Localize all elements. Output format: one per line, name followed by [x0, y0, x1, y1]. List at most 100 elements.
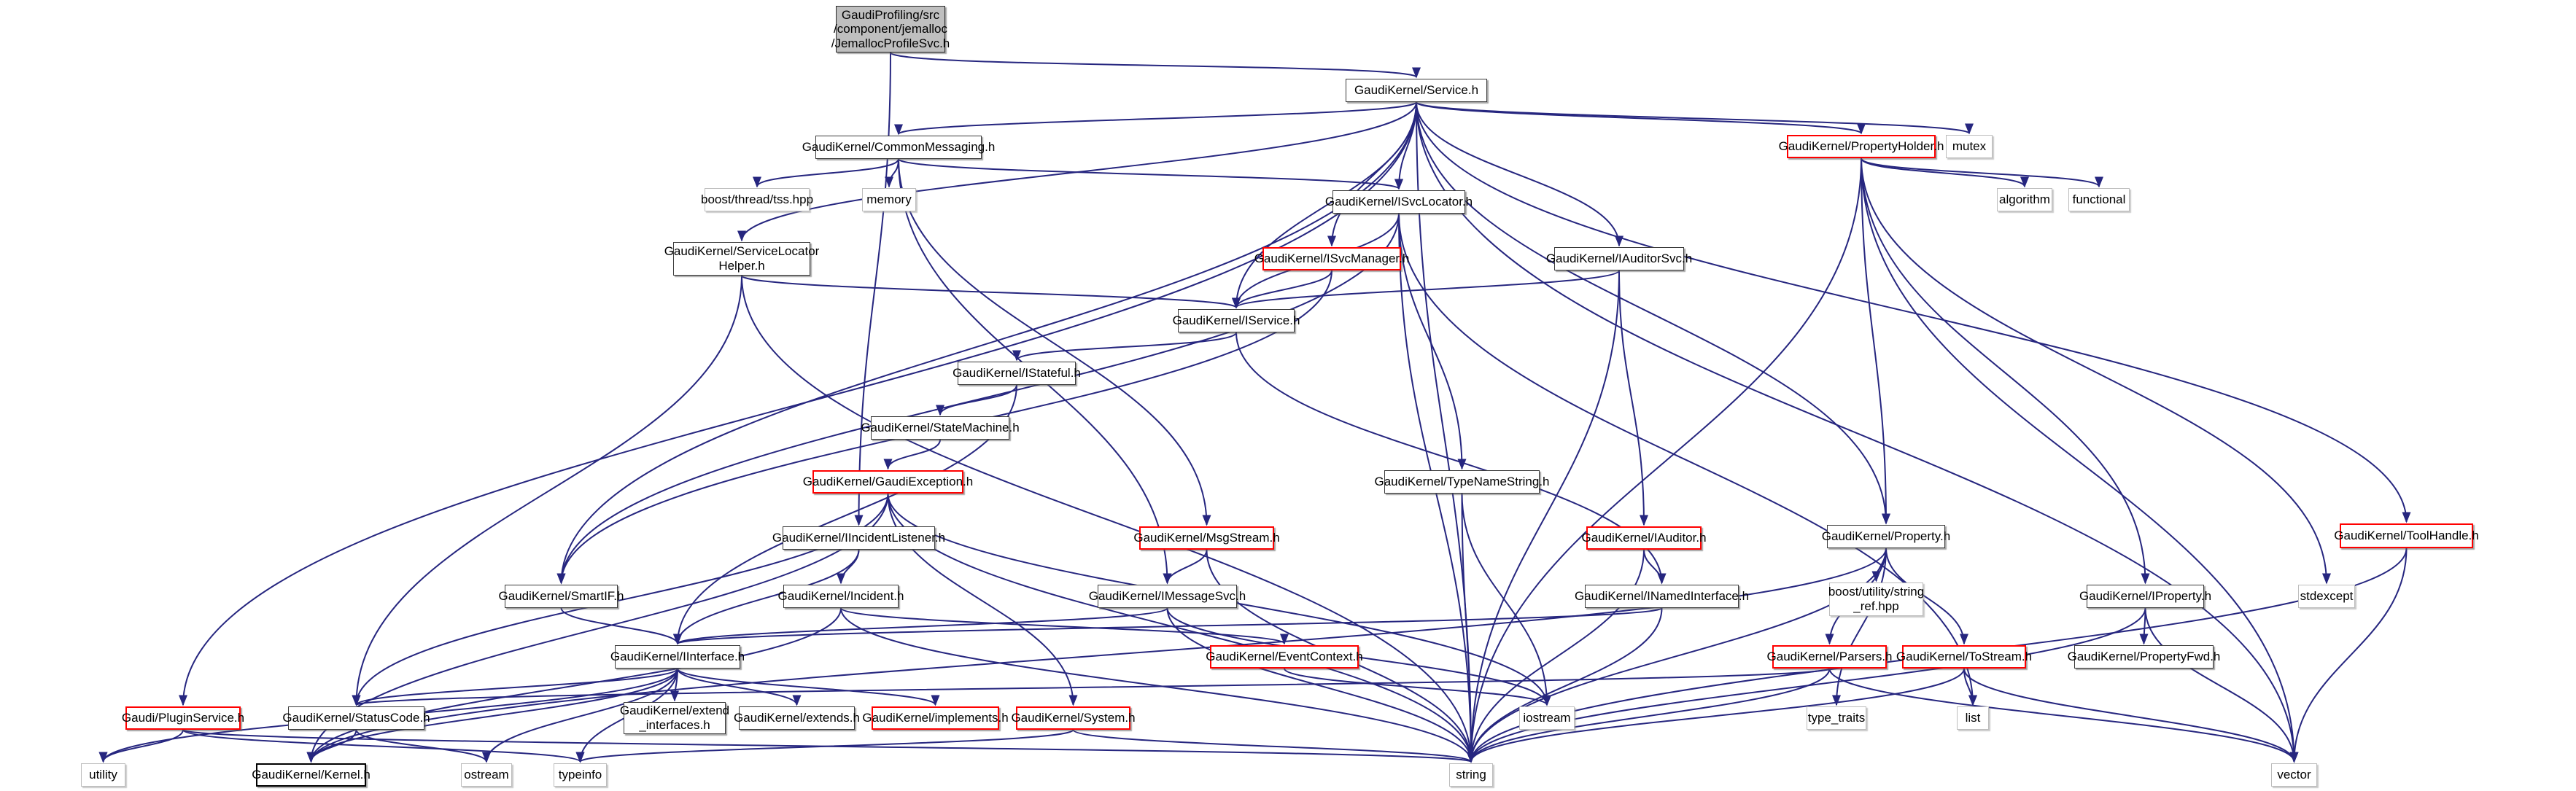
node-propertyholder[interactable]: GaudiKernel/PropertyHolder.h	[1779, 135, 1944, 158]
node-tss: boost/thread/tss.hpp	[701, 188, 813, 211]
node-kernel[interactable]: GaudiKernel/Kernel.h	[252, 763, 371, 787]
include-edge-tostream-to-list	[1963, 668, 1977, 706]
node-statemachine[interactable]: GaudiKernel/StateMachine.h	[861, 416, 1020, 440]
node-typenamestring[interactable]: GaudiKernel/TypeNameString.h	[1374, 470, 1550, 494]
node-extendinterfaces[interactable]: GaudiKernel/extend _interfaces.h	[620, 702, 729, 734]
node-algorithm: algorithm	[1997, 188, 2052, 211]
node-iservice[interactable]: GaudiKernel/IService.h	[1173, 309, 1300, 332]
include-edge-typenamestring-to-string	[1461, 493, 1475, 763]
node-stringref: boost/utility/string _ref.hpp	[1828, 582, 1924, 616]
node-list: list	[1957, 706, 1989, 730]
node-extends[interactable]: GaudiKernel/extends.h	[734, 706, 860, 730]
include-edge-commonmessaging-to-isvclocator	[898, 158, 1403, 190]
node-smartif[interactable]: GaudiKernel/SmartIF.h	[499, 585, 624, 608]
include-edge-imessagesvc-to-iinterface	[673, 607, 1168, 645]
node-root: GaudiProfiling/src /component/jemalloc /…	[831, 6, 950, 52]
include-edge-service-to-iservice	[1232, 101, 1417, 309]
node-iincidentlistener[interactable]: GaudiKernel/IIncidentListener.h	[772, 526, 945, 550]
node-toolhandle[interactable]: GaudiKernel/ToolHandle.h	[2334, 523, 2479, 548]
node-iauditorsvc[interactable]: GaudiKernel/IAuditorSvc.h	[1546, 247, 1692, 270]
include-edge-property-to-tostream	[1885, 548, 1968, 645]
include-edge-propertyholder-to-vector	[1861, 157, 2299, 763]
include-edge-property-to-typetraits	[1832, 548, 1887, 706]
node-memory: memory	[862, 188, 916, 211]
include-edge-imessagesvc-to-string	[1166, 607, 1475, 763]
include-edge-inamedinterface-to-string	[1467, 607, 1663, 763]
include-edge-toolhandle-to-vector	[2289, 548, 2408, 763]
node-typetraits: type_traits	[1807, 706, 1866, 730]
include-edge-inamedinterface-to-iinterface	[673, 607, 1663, 645]
include-edge-iinterface-to-ostream	[482, 668, 678, 763]
node-property[interactable]: GaudiKernel/Property.h	[1822, 525, 1950, 548]
include-edge-service-to-mutex	[1416, 101, 1974, 135]
node-functional: functional	[2068, 188, 2130, 211]
include-edge-svclocatorhelper-to-string	[741, 275, 1475, 763]
node-system[interactable]: GaudiKernel/System.h	[1011, 706, 1136, 730]
node-isvcmanager[interactable]: GaudiKernel/ISvcManager.h	[1254, 247, 1409, 270]
node-inamedinterface[interactable]: GaudiKernel/INamedInterface.h	[1575, 585, 1749, 608]
include-edge-propertyholder-to-algorithm	[1861, 157, 2029, 188]
include-edge-msgstream-to-imessagesvc	[1163, 549, 1208, 585]
include-edge-service-to-propertyholder	[1416, 101, 1866, 135]
node-incident[interactable]: GaudiKernel/Incident.h	[778, 585, 904, 608]
include-edge-iinterface-to-kernel	[306, 668, 678, 763]
include-edge-iincidentlistener-to-iinterface	[673, 549, 860, 645]
include-edge-propertyholder-to-property	[1861, 157, 1890, 525]
node-isvclocator[interactable]: GaudiKernel/ISvcLocator.h	[1325, 190, 1473, 214]
include-edge-propertyholder-to-stdexcept	[1861, 157, 2331, 585]
node-propertyfwd[interactable]: GaudiKernel/PropertyFwd.h	[2068, 645, 2220, 669]
include-edge-incident-to-eventcontext	[840, 607, 1289, 645]
include-edge-commonmessaging-to-msgstream	[898, 158, 1211, 526]
node-pluginservice[interactable]: Gaudi/PluginService.h	[122, 706, 244, 730]
include-edge-isvclocator-to-typenamestring	[1398, 213, 1467, 470]
include-edge-propertyholder-to-functional	[1861, 157, 2103, 188]
include-edge-service-to-iauditorsvc	[1416, 101, 1623, 247]
include-edge-statuscode-to-ostream	[355, 729, 491, 763]
node-commonmessaging[interactable]: GaudiKernel/CommonMessaging.h	[802, 136, 995, 159]
include-edge-smartif-to-iinterface	[560, 607, 682, 645]
node-vector: vector	[2271, 763, 2317, 787]
node-iauditor[interactable]: GaudiKernel/IAuditor.h	[1581, 526, 1707, 550]
include-edge-parsers-to-vector	[1828, 668, 2299, 763]
node-ostream: ostream	[461, 763, 512, 787]
include-edge-service-to-toolhandle	[1416, 101, 2411, 523]
node-iproperty[interactable]: GaudiKernel/IProperty.h	[2079, 585, 2211, 608]
include-edge-property-to-kernel	[306, 548, 1887, 763]
node-istateful[interactable]: GaudiKernel/IStateful.h	[953, 362, 1081, 385]
include-edge-isvclocator-to-smartif	[556, 213, 1400, 585]
node-mutex: mutex	[1946, 135, 1993, 158]
node-tostream[interactable]: GaudiKernel/ToStream.h	[1896, 645, 2032, 669]
include-edge-iservice-to-istateful	[1012, 332, 1237, 362]
include-edge-iproperty-to-vector	[2144, 607, 2299, 763]
include-edge-pluginservice-to-typeinfo	[182, 729, 585, 763]
include-edge-iinterface-to-statuscode	[352, 668, 678, 706]
include-edge-propertyholder-to-string	[1467, 157, 1862, 763]
include-edge-iincidentlistener-to-incident	[837, 549, 860, 585]
node-typeinfo: typeinfo	[554, 763, 607, 787]
include-edge-eventcontext-to-iostream	[1284, 668, 1551, 706]
include-edge-propertyholder-to-iproperty	[1861, 157, 2150, 585]
node-imessagesvc[interactable]: GaudiKernel/IMessageSvc.h	[1089, 585, 1246, 608]
include-edge-parsers-to-statuscode	[352, 668, 1831, 706]
node-iostream: iostream	[1519, 706, 1575, 730]
include-edge-svclocatorhelper-to-iservice	[741, 275, 1241, 309]
node-msgstream[interactable]: GaudiKernel/MsgStream.h	[1133, 526, 1280, 550]
node-parsers[interactable]: GaudiKernel/Parsers.h	[1767, 645, 1893, 669]
include-edge-svclocatorhelper-to-statuscode	[352, 275, 742, 706]
include-edge-commonmessaging-to-tss	[753, 158, 899, 188]
include-edge-system-to-string	[1072, 729, 1475, 763]
include-edge-iinterface-to-extends	[677, 668, 802, 706]
include-edge-parsers-to-string	[1467, 668, 1831, 763]
include-edge-tostream-to-vector	[1963, 668, 2299, 763]
node-gaudiexception[interactable]: GaudiKernel/GaudiException.h	[803, 470, 973, 494]
node-svclocatorhelper[interactable]: GaudiKernel/ServiceLocator Helper.h	[664, 242, 819, 276]
node-service[interactable]: GaudiKernel/Service.h	[1346, 79, 1487, 102]
node-iinterface[interactable]: GaudiKernel/IInterface.h	[610, 645, 745, 669]
include-edge-service-to-vector	[1416, 101, 2299, 763]
node-eventcontext[interactable]: GaudiKernel/EventContext.h	[1206, 645, 1363, 669]
node-statuscode[interactable]: GaudiKernel/StatusCode.h	[282, 706, 430, 730]
node-string: string	[1449, 763, 1493, 787]
include-edge-statemachine-to-gaudiexception	[883, 439, 941, 470]
node-implements[interactable]: GaudiKernel/implements.h	[862, 706, 1009, 730]
include-edge-iinterface-to-implements	[677, 668, 940, 706]
